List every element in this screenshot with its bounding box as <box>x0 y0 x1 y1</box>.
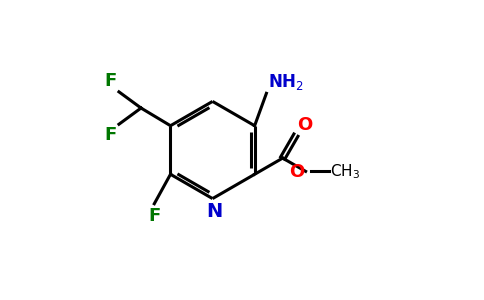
Text: CH$_3$: CH$_3$ <box>330 162 360 181</box>
Text: F: F <box>105 126 117 144</box>
Text: F: F <box>105 72 117 90</box>
Text: O: O <box>297 116 313 134</box>
Text: F: F <box>149 207 161 225</box>
Text: O: O <box>289 163 304 181</box>
Text: N: N <box>206 202 222 221</box>
Text: NH$_2$: NH$_2$ <box>268 72 303 92</box>
